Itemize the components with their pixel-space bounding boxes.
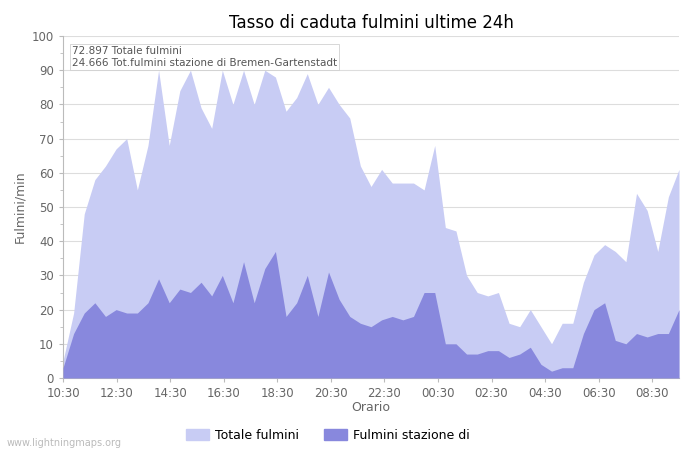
Title: Tasso di caduta fulmini ultime 24h: Tasso di caduta fulmini ultime 24h (229, 14, 513, 32)
Y-axis label: Fulmini/min: Fulmini/min (13, 171, 26, 243)
Legend: Totale fulmini, Fulmini stazione di: Totale fulmini, Fulmini stazione di (181, 424, 475, 447)
X-axis label: Orario: Orario (351, 401, 391, 414)
Text: www.lightningmaps.org: www.lightningmaps.org (7, 438, 122, 448)
Text: 72.897 Totale fulmini
24.666 Tot.fulmini stazione di Bremen-Gartenstadt: 72.897 Totale fulmini 24.666 Tot.fulmini… (72, 46, 337, 68)
